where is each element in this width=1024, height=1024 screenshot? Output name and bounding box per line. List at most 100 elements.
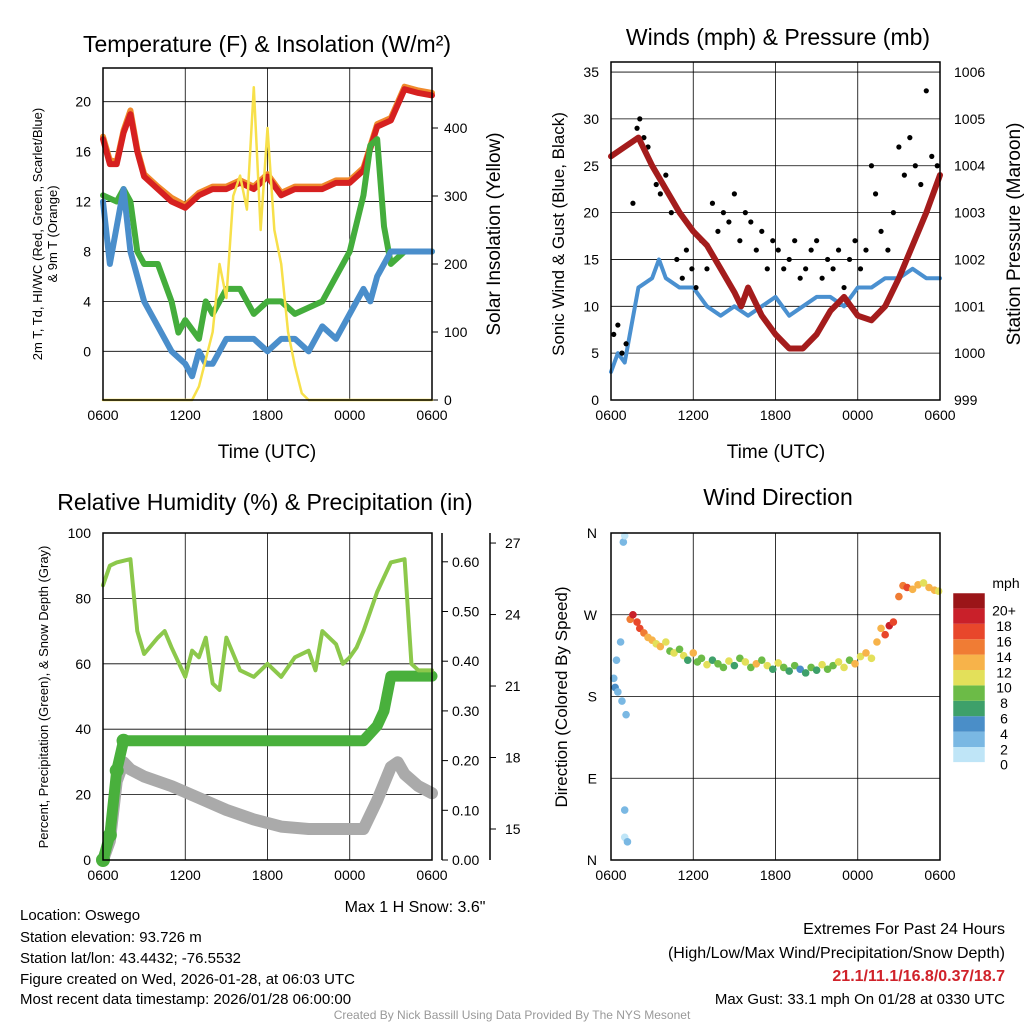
direction-point <box>851 660 859 668</box>
direction-point <box>818 660 826 669</box>
winds-x-label: Time (UTC) <box>727 442 826 463</box>
series-precipitation <box>97 670 438 866</box>
direction-point <box>785 667 794 675</box>
direction-point <box>757 656 766 664</box>
x-tick-label: 0000 <box>334 867 365 883</box>
temperature-y-label-line1: 2m T, Td, HI/WC (Red, Green, Scarlet/Blu… <box>30 108 45 360</box>
gust-point <box>792 238 798 244</box>
gust-point <box>657 191 663 197</box>
x-tick-label: 0600 <box>595 407 626 423</box>
y-tick-label: N <box>587 852 597 868</box>
y-tick-label: 15 <box>583 251 599 267</box>
gust-point <box>929 153 935 159</box>
series-td <box>100 136 435 342</box>
gust-point <box>819 275 825 281</box>
y-tick-label: 8 <box>83 243 91 259</box>
direction-point <box>619 538 628 546</box>
pressure-y-label: Station Pressure (Maroon) <box>1004 123 1024 346</box>
direction-point <box>719 663 728 672</box>
series-snow-depth <box>97 756 438 866</box>
direction-point <box>779 663 788 672</box>
snow-tick-label: 15 <box>505 821 521 837</box>
y-tick-label: 10 <box>583 298 599 314</box>
snow-tick-label: 21 <box>505 678 521 694</box>
right-tick-label: 300 <box>444 188 468 204</box>
direction-point <box>867 654 876 663</box>
gust-point <box>775 247 781 253</box>
direction-point <box>812 666 821 674</box>
precip-point <box>109 763 124 778</box>
series-solar-insolation <box>101 85 434 402</box>
colorbar-frame <box>952 592 986 763</box>
right-tick-label: 400 <box>444 120 468 136</box>
colorbar-swatch <box>953 731 985 747</box>
right-tick-label: 999 <box>954 392 978 408</box>
colorbar-swatch <box>953 747 985 763</box>
direction-point <box>856 652 865 661</box>
y-tick-label: 0 <box>591 392 599 408</box>
direction-point <box>675 645 684 654</box>
colorbar-label: 18 <box>996 618 1012 634</box>
x-tick-label: 0000 <box>842 407 873 423</box>
x-tick-label: 0600 <box>924 867 955 883</box>
direction-point <box>768 665 777 674</box>
gust-point <box>764 266 770 272</box>
direction-point <box>629 610 637 619</box>
gust-point <box>907 135 913 141</box>
direction-point <box>714 660 722 668</box>
gust-point <box>808 247 814 253</box>
x-tick-label: 0600 <box>87 867 118 883</box>
direction-point <box>829 661 837 670</box>
humidity-y-label: Percent, Precipitation (Green), & Snow D… <box>36 546 51 849</box>
extremes-title: Extremes For Past 24 Hours <box>803 921 1005 938</box>
x-tick-label: 1800 <box>760 867 791 883</box>
temperature-y-label-line2: & 9m T (Orange) <box>45 185 60 282</box>
plot-frame <box>102 67 433 401</box>
precip-tick-label: 0.10 <box>452 802 479 818</box>
precip-tick-label: 0.40 <box>452 653 479 669</box>
right-tick-label: 1005 <box>954 111 985 127</box>
direction-point <box>752 660 761 668</box>
precip-tick-label: 0.20 <box>452 753 479 769</box>
precip-point <box>116 733 131 748</box>
gust-point <box>663 172 669 178</box>
humidity-panel: 0600 1200 1800 0000 06000204060801000.000.10… <box>68 525 521 883</box>
colorbar-swatch <box>953 716 985 732</box>
max-gust-text: Max Gust: 33.1 mph On 01/28 at 0330 UTC <box>715 991 1005 1008</box>
x-tick-label: 0000 <box>334 407 365 423</box>
gust-point <box>748 219 754 225</box>
direction-point <box>609 674 618 683</box>
direction-point <box>623 838 632 846</box>
series-sonic-wind <box>609 257 942 374</box>
gust-point <box>753 247 759 253</box>
gust-point <box>923 88 929 94</box>
colorbar-swatch <box>953 639 985 655</box>
gust-point <box>912 163 918 169</box>
x-tick-label: 0600 <box>924 407 955 423</box>
colorbar-label: 0 <box>1000 757 1008 773</box>
gust-point <box>835 247 842 253</box>
series-hi-wc <box>100 186 435 380</box>
y-tick-label: 20 <box>583 205 599 221</box>
colorbar-label: 10 <box>996 680 1012 696</box>
gust-point <box>668 210 674 216</box>
y-tick-label: 0 <box>83 852 91 868</box>
gust-point <box>918 181 924 188</box>
colorbar-title: mph <box>992 575 1019 591</box>
snow-tick-label: 24 <box>505 607 521 623</box>
gust-point <box>901 172 907 178</box>
gust-point <box>709 200 716 206</box>
gust-point <box>623 341 629 347</box>
right-tick-label: 1002 <box>954 251 985 267</box>
right-tick-label: 1004 <box>954 158 985 174</box>
x-tick-label: 0000 <box>842 867 873 883</box>
direction-point <box>895 592 903 601</box>
y-tick-label: 30 <box>583 111 599 127</box>
gust-point <box>634 125 640 131</box>
created-text: Figure created on Wed, 2026-01-28, at 06… <box>20 971 355 988</box>
y-tick-label: S <box>588 689 597 705</box>
gust-point <box>679 275 685 281</box>
y-tick-label: 0 <box>83 343 91 359</box>
direction-point <box>747 663 755 672</box>
gust-point <box>786 256 792 263</box>
